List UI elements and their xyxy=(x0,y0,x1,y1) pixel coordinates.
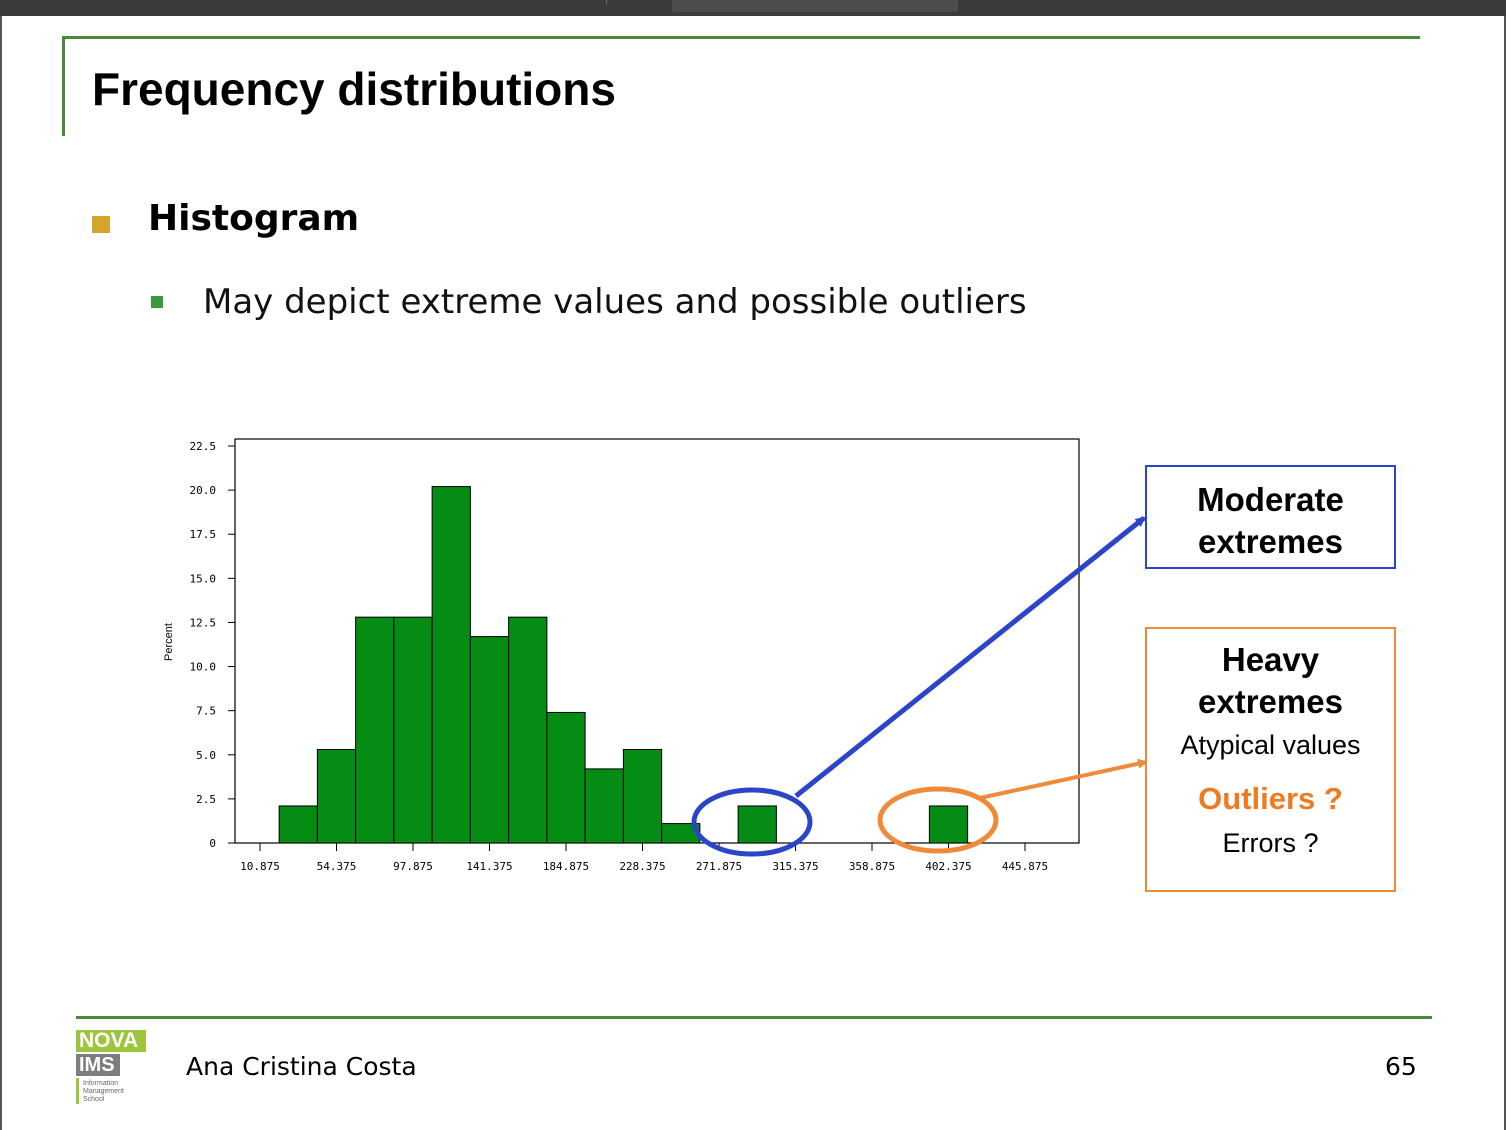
slide-title: Frequency distributions xyxy=(92,63,616,115)
window-top-bar xyxy=(0,0,1506,16)
histogram-bar xyxy=(355,616,395,844)
title-rule-left xyxy=(62,36,65,136)
histogram-bar xyxy=(622,748,663,844)
moderate-line2: extremes xyxy=(1198,523,1343,560)
logo-nova: NOVA xyxy=(76,1030,146,1052)
heavy-line1: Heavy xyxy=(1221,641,1320,678)
title-rule-top xyxy=(62,36,1420,39)
window-frame-right xyxy=(1504,16,1506,1130)
nova-ims-logo: NOVA IMS Information Management School xyxy=(76,1030,146,1105)
histogram-bar xyxy=(278,805,318,844)
heavy-extremes-callout: Heavy extremes Atypical values Outliers … xyxy=(1145,627,1396,892)
outlier-ellipse xyxy=(877,786,999,854)
heavy-line2: extremes xyxy=(1198,683,1343,720)
y-tick-label: 22.5 xyxy=(190,440,217,453)
histogram-bar xyxy=(928,805,969,844)
y-tick-label: 2.5 xyxy=(196,793,216,806)
moderate-extremes-arrow xyxy=(794,516,1146,798)
logo-bar xyxy=(76,1078,79,1104)
histogram-bar xyxy=(393,616,433,844)
footer-author: Ana Cristina Costa xyxy=(186,1052,417,1081)
page-number: 65 xyxy=(1385,1052,1417,1081)
window-tab[interactable] xyxy=(672,0,958,12)
x-tick-label: 315.375 xyxy=(772,860,818,873)
moderate-extremes-ellipse xyxy=(691,787,813,857)
moderate-extremes-callout: Moderate extremes xyxy=(1145,465,1396,569)
histogram-bar xyxy=(316,748,357,844)
atypical-values-text: Atypical values xyxy=(1180,730,1361,760)
y-axis: 0 2.5 5.0 7.5 10.0 12.5 15.0 17.5 20.0 22.5 xyxy=(190,440,235,850)
x-tick-label: 402.375 xyxy=(925,860,971,873)
histogram-bar xyxy=(508,616,548,844)
bars-group xyxy=(278,486,969,844)
y-tick-label: 5.0 xyxy=(196,749,216,762)
histogram-bar xyxy=(431,486,471,844)
x-tick-label: 228.375 xyxy=(619,860,665,873)
moderate-line1: Moderate xyxy=(1197,481,1344,518)
x-axis: 10.875 54.375 97.875 141.375 184.875 228.375 2… xyxy=(240,843,1048,873)
y-tick-label: 17.5 xyxy=(190,528,217,541)
x-tick-label: 445.875 xyxy=(1002,860,1048,873)
bullet-outliers-text: May depict extreme values and possible o… xyxy=(203,282,1027,322)
histogram-bar xyxy=(469,636,510,844)
outliers-text: Outliers ? xyxy=(1198,781,1343,816)
heavy-extremes-arrow xyxy=(979,758,1148,800)
footer-rule xyxy=(76,1016,1432,1019)
errors-text: Errors ? xyxy=(1222,828,1319,858)
bullet-marker-level1 xyxy=(92,216,110,233)
histogram-bar xyxy=(737,805,777,844)
x-tick-label: 184.875 xyxy=(543,860,589,873)
x-tick-label: 10.875 xyxy=(240,860,280,873)
y-tick-label: 12.5 xyxy=(190,616,217,629)
x-tick-label: 97.875 xyxy=(393,860,433,873)
logo-subtitle: Information Management School xyxy=(83,1080,124,1103)
y-tick-label: 10.0 xyxy=(190,661,217,674)
y-tick-label: 7.5 xyxy=(196,705,216,718)
x-tick-label: 141.375 xyxy=(466,860,512,873)
y-tick-label: 0 xyxy=(209,837,216,850)
x-tick-label: 271.875 xyxy=(696,860,742,873)
logo-ims: IMS xyxy=(76,1054,120,1076)
histogram-bar xyxy=(584,768,624,844)
y-tick-label: 20.0 xyxy=(190,484,217,497)
histogram-bar xyxy=(546,711,586,844)
bullet-histogram: Histogram xyxy=(148,198,360,239)
x-tick-label: 54.375 xyxy=(317,860,357,873)
y-axis-label: Percent xyxy=(163,623,175,661)
x-tick-label: 358.875 xyxy=(849,860,895,873)
bullet-marker-level2 xyxy=(151,296,163,308)
y-tick-label: 15.0 xyxy=(190,572,217,585)
window-frame-left xyxy=(0,16,2,1130)
top-bar-divider xyxy=(606,0,607,4)
